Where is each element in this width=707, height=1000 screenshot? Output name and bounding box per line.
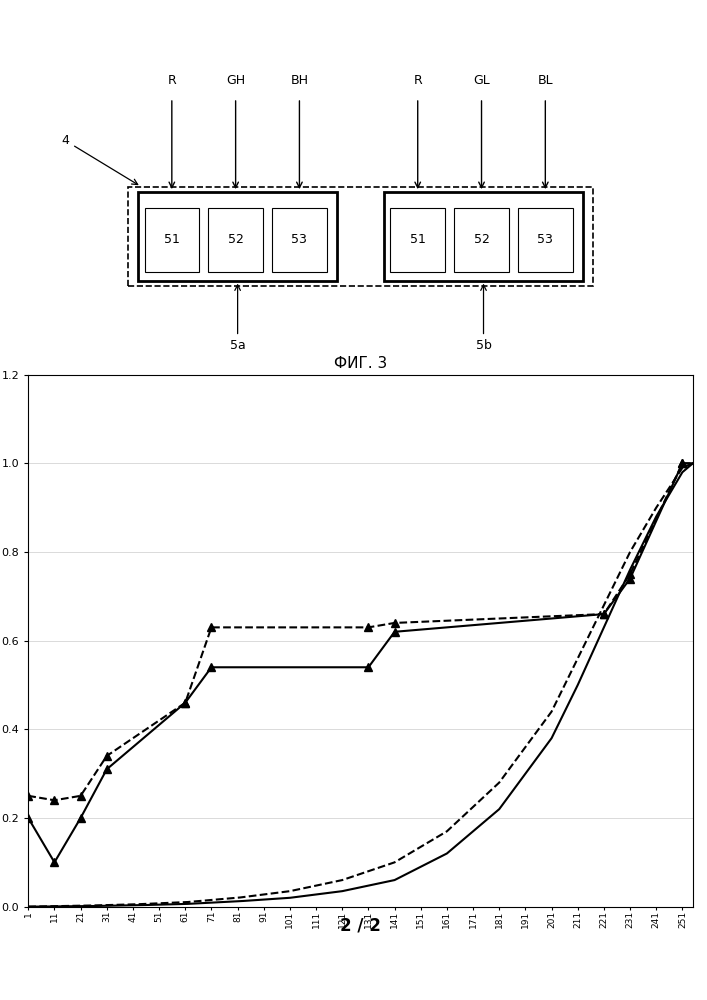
Text: 4: 4 xyxy=(62,134,138,185)
Text: R: R xyxy=(414,74,422,87)
Text: 51: 51 xyxy=(164,233,180,246)
Text: BL: BL xyxy=(537,74,553,87)
Text: GH: GH xyxy=(226,74,245,87)
Text: 53: 53 xyxy=(291,233,308,246)
Bar xyxy=(455,208,509,272)
Text: 51: 51 xyxy=(410,233,426,246)
Bar xyxy=(209,208,263,272)
Text: 53: 53 xyxy=(537,233,554,246)
Text: 5b: 5b xyxy=(476,285,491,352)
Text: 5a: 5a xyxy=(230,285,245,352)
Legend: $G_0-Lv0G_0$, $B_0-Lv0B_0$, $G_0-Lv60G_0$, $B_0-Lv60B_0$: $G_0-Lv0G_0$, $B_0-Lv0B_0$, $G_0-Lv60G_0… xyxy=(706,508,707,613)
Bar xyxy=(390,208,445,272)
Bar xyxy=(384,192,583,281)
Text: 52: 52 xyxy=(228,233,244,246)
Bar xyxy=(128,187,593,286)
Text: R: R xyxy=(168,74,176,87)
Bar xyxy=(518,208,573,272)
Bar xyxy=(272,208,327,272)
Bar xyxy=(138,192,337,281)
Text: 2 / 2: 2 / 2 xyxy=(340,917,381,935)
Bar xyxy=(145,208,199,272)
Text: ФИГ. 3: ФИГ. 3 xyxy=(334,356,387,371)
Text: 52: 52 xyxy=(474,233,489,246)
Text: GL: GL xyxy=(473,74,490,87)
Text: BH: BH xyxy=(291,74,308,87)
